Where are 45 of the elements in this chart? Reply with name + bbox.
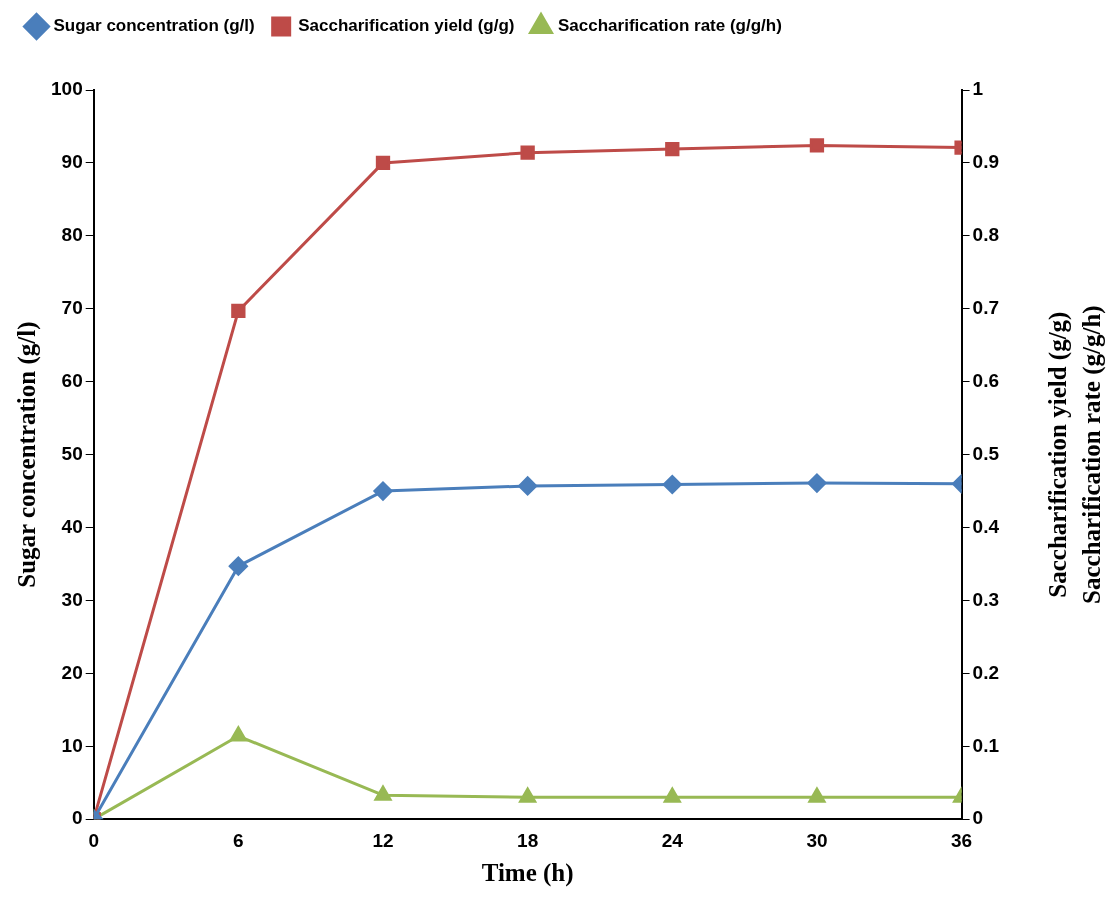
point: [808, 787, 826, 803]
point: [809, 138, 825, 153]
y2-tick-label: 0: [972, 807, 984, 829]
y2-tick-label: 0.5: [972, 442, 1000, 464]
y-tick-label: 0: [72, 807, 83, 829]
x-tick-label: 30: [806, 829, 828, 851]
y2-axis-title: Saccharification yield (g/g) Saccharification rate (g/g/h): [1044, 305, 1107, 604]
y2-tick-label: 0.7: [972, 296, 1000, 318]
y2-tick-label: 0.3: [972, 588, 1000, 610]
x-tick-label: 6: [233, 829, 244, 851]
point: [665, 141, 680, 157]
point: [519, 787, 537, 803]
legend-label: Saccharification yield (g/g): [298, 16, 515, 36]
point: [229, 726, 247, 742]
y2-tick-label: 1: [972, 78, 984, 100]
y-tick-label: 70: [61, 296, 83, 318]
y-tick-label: 40: [61, 515, 83, 537]
y2-tick-label: 0.1: [972, 734, 1000, 756]
y-tick-label: 80: [61, 224, 83, 246]
x-tick-label: 18: [517, 829, 539, 851]
y-tick-label: 100: [51, 78, 83, 100]
point: [231, 303, 246, 319]
x-tick-label: 36: [951, 829, 973, 851]
x-tick-label: 24: [661, 829, 684, 851]
y2-tick-label: 0.9: [972, 151, 1000, 173]
x-tick-label: 12: [372, 829, 394, 851]
point: [520, 145, 535, 160]
legend-label: Sugar concentration (g/l): [53, 16, 255, 36]
y-tick-label: 50: [61, 442, 83, 464]
point: [375, 155, 391, 171]
y2-tick-label: 0.4: [972, 515, 1000, 537]
x-axis-title: Time (h): [481, 859, 574, 888]
point: [663, 787, 681, 803]
y-tick-label: 60: [61, 369, 83, 391]
legend-label: Saccharification rate (g/g/h): [558, 16, 782, 36]
y2-tick-label: 0.2: [972, 661, 1000, 683]
y2-tick-label: 0.8: [972, 224, 1000, 246]
x-tick-label: 0: [88, 829, 99, 851]
y-tick-label: 20: [61, 661, 83, 683]
y-tick-label: 10: [61, 734, 83, 756]
y2-tick-label: 0.6: [972, 369, 1000, 391]
y-tick-label: 30: [61, 588, 83, 610]
point: [374, 785, 392, 801]
y-tick-label: 90: [61, 151, 83, 173]
y-axis-title: Sugar concentration (g/l): [13, 321, 42, 588]
